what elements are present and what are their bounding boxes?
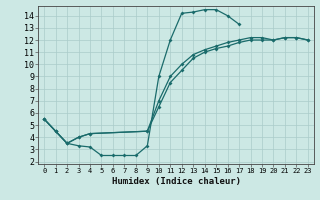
X-axis label: Humidex (Indice chaleur): Humidex (Indice chaleur)	[111, 177, 241, 186]
